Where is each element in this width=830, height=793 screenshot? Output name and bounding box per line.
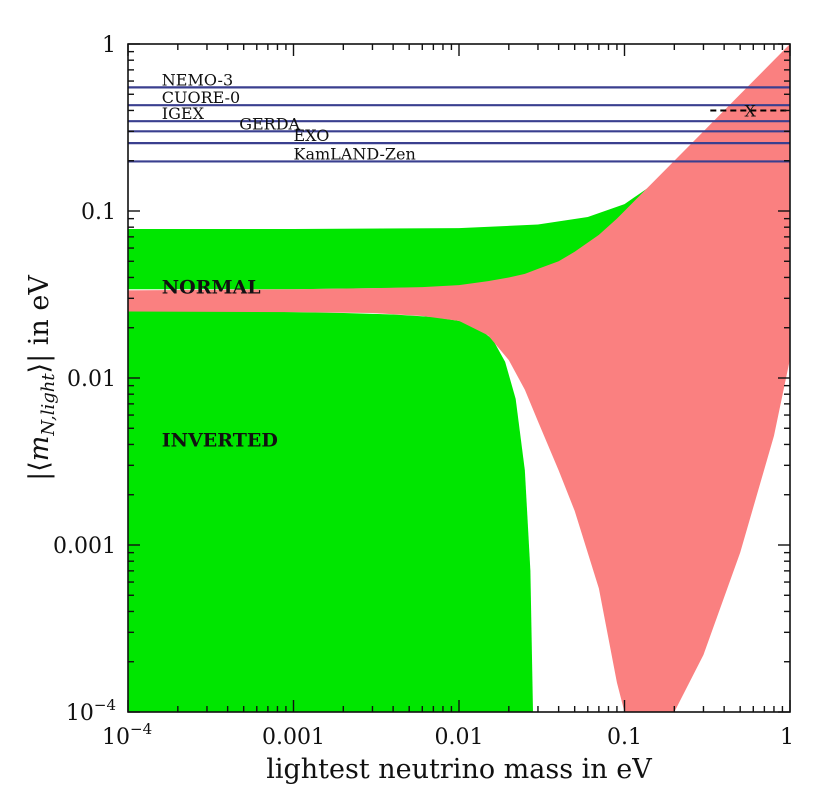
label-nemo-3: NEMO-3: [162, 70, 233, 89]
normal-region: [128, 44, 790, 712]
regions-layer: [128, 44, 790, 712]
y-tick-label: 0.1: [81, 200, 116, 225]
x-tick-label: 0.001: [262, 725, 325, 750]
y-tick-label: 0.01: [67, 367, 116, 392]
y-tick-label: 10−4: [66, 696, 116, 726]
y-axis-label-m: m: [24, 436, 55, 462]
label-exo: EXO: [294, 126, 330, 145]
region-label-inverted: INVERTED: [162, 429, 278, 451]
region-label-normal: NORMAL: [162, 277, 261, 299]
tick-labels-layer: 10−4 0.001 0.01 0.1 1 10−4 0.001 0.01 0.1 1: [53, 33, 794, 750]
label-kamland-zen: KamLAND-Zen: [294, 144, 416, 163]
label-gerda: GERDA: [239, 114, 300, 133]
ticks-layer: [127, 43, 791, 713]
y-tick-label: 1: [102, 33, 116, 58]
inverted-region-lower: [128, 311, 534, 712]
x-axis-label: lightest neutrino mass in eV: [266, 754, 652, 785]
y-axis-label-post: ⟩| in eV: [24, 275, 55, 374]
y-tick-label: 0.001: [53, 534, 116, 559]
y-axis-label-subscript: N,light: [38, 373, 59, 437]
x-tick-label: 10−4: [102, 720, 152, 750]
limits-layer: [128, 86, 790, 163]
x-tick-label: 0.1: [607, 725, 642, 750]
label-cuore-0: CUORE-0: [162, 88, 240, 107]
x-tick-label: 1: [780, 725, 794, 750]
label-igex: IGEX: [162, 104, 205, 123]
marker-label: X: [744, 101, 756, 120]
y-axis-label-pre: |⟨: [24, 461, 55, 481]
y-axis-label: |⟨mN,light⟩| in eV: [24, 275, 59, 481]
x-tick-label: 0.01: [435, 725, 484, 750]
